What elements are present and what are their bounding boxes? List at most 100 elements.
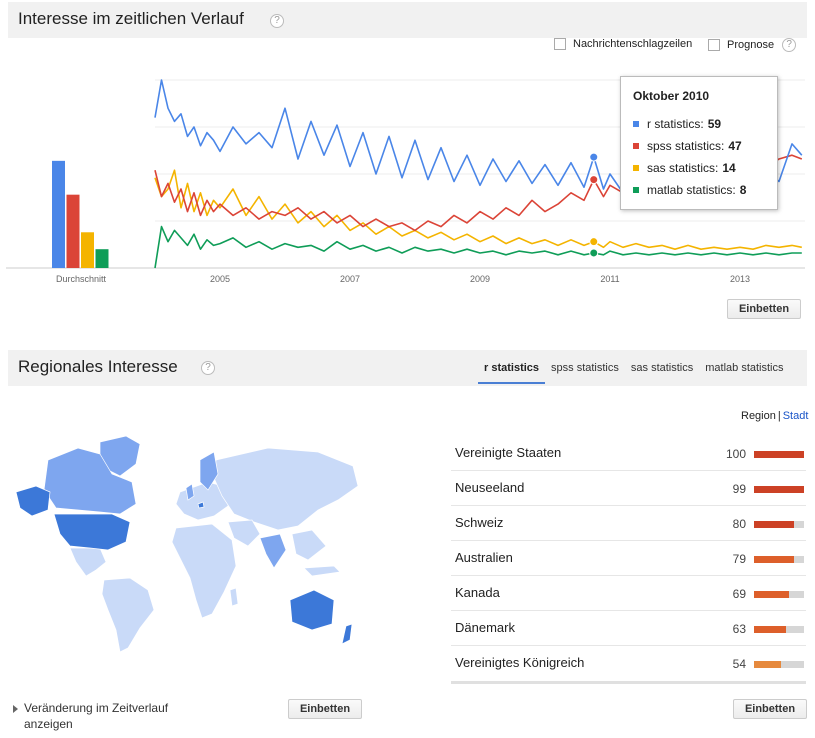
ranking-row[interactable]: Neuseeland 99 — [451, 471, 806, 506]
ranking-value: 54 — [732, 657, 746, 671]
tooltip-series-value: 14 — [722, 161, 736, 175]
hover-markers — [589, 152, 599, 258]
tooltip-series-name: matlab statistics — [647, 183, 733, 197]
embed-map-button[interactable]: Einbetten — [288, 699, 362, 719]
forecast-help-icon[interactable]: ? — [782, 38, 797, 52]
forecast-checkbox-row[interactable]: Prognose ? — [708, 38, 797, 52]
average-bars — [52, 160, 109, 268]
embed-list-button[interactable]: Einbetten — [733, 699, 807, 719]
ranking-bar-fill — [754, 451, 804, 458]
change-over-time-link[interactable]: Veränderung im Zeitverlauf anzeigen — [24, 701, 169, 731]
hover-point-marker — [589, 248, 599, 258]
ranking-country-name: Vereinigtes Königreich — [455, 655, 585, 670]
ranking-country-name: Schweiz — [455, 515, 504, 530]
city-toggle-link[interactable]: Stadt — [782, 410, 809, 422]
ranking-country-name: Australien — [455, 550, 513, 565]
forecast-label: Prognose — [727, 39, 775, 51]
ranking-value: 63 — [732, 622, 746, 636]
help-icon[interactable]: ? — [201, 361, 215, 375]
tooltip-series-value: 8 — [739, 183, 747, 197]
ranking-bar-track — [754, 521, 804, 528]
time-section-title: Interesse im zeitlichen Verlauf — [18, 9, 244, 28]
series-swatch-icon — [633, 165, 639, 171]
ranking-value: 100 — [725, 447, 746, 461]
forecast-checkbox[interactable] — [708, 39, 720, 51]
ranking-country-name: Neuseeland — [455, 480, 525, 495]
ranking-bar-fill — [754, 486, 804, 493]
ranking-bar-fill — [754, 626, 786, 633]
ranking-value: 80 — [732, 517, 746, 531]
ranking-row[interactable]: Vereinigtes Königreich 54 — [451, 646, 806, 684]
map-region-light-icon — [69, 435, 359, 653]
ranking-bar-track — [754, 661, 804, 668]
tooltip-series-value: 59 — [707, 117, 722, 131]
news-headlines-label: Nachrichtenschlagzeilen — [573, 38, 693, 50]
hover-point-marker — [589, 175, 599, 185]
average-bar — [81, 232, 94, 268]
series-swatch-icon — [633, 143, 639, 149]
average-bar — [66, 194, 80, 268]
news-headlines-checkbox-row[interactable]: Nachrichtenschlagzeilen — [554, 38, 692, 50]
x-tick-label: 2011 — [600, 274, 619, 284]
term-tabs: r statistics spss statistics sas statist… — [478, 354, 790, 384]
ranking-bar-fill — [754, 591, 789, 598]
ranking-bar-track — [754, 626, 804, 633]
world-map[interactable] — [8, 430, 368, 660]
tooltip-row: sas statistics:14 — [633, 161, 736, 175]
ranking-row[interactable]: Schweiz 80 — [451, 506, 806, 541]
region-section-header: Regionales Interesse ? — [8, 350, 807, 386]
ranking-row[interactable]: Australien 79 — [451, 541, 806, 576]
series-line — [154, 225, 802, 269]
ranking-value: 79 — [732, 552, 746, 566]
average-label: Durchschnitt — [56, 274, 107, 284]
ranking-value: 69 — [732, 587, 746, 601]
ranking-country-name: Vereinigte Staaten — [455, 445, 562, 460]
ranking-country-name: Kanada — [455, 585, 500, 600]
tooltip-series-name: sas statistics — [647, 161, 716, 175]
chart-tooltip: Oktober 2010 r statistics:59 spss statis… — [620, 76, 778, 210]
ranking-row[interactable]: Kanada 69 — [451, 576, 806, 611]
series-swatch-icon — [633, 187, 639, 193]
ranking-bar-track — [754, 451, 804, 458]
ranking-bar-fill — [754, 556, 794, 563]
ranking-bar-track — [754, 591, 804, 598]
x-tick-label: 2005 — [210, 274, 230, 284]
x-axis-ticks: 2005 2007 2009 2011 2013 — [210, 274, 750, 284]
tab-r-statistics[interactable]: r statistics — [478, 354, 546, 384]
tooltip-row: r statistics:59 — [633, 117, 721, 131]
time-section-header: Interesse im zeitlichen Verlauf ? — [8, 2, 807, 38]
expand-triangle-icon[interactable] — [13, 705, 18, 713]
tooltip-series-value: 47 — [728, 139, 742, 153]
tab-matlab-statistics[interactable]: matlab statistics — [705, 362, 784, 374]
map-region-dark-icon — [15, 485, 353, 645]
hover-point-marker — [589, 152, 599, 162]
tooltip-series-name: r statistics — [647, 117, 701, 131]
tooltip-row: spss statistics:47 — [633, 139, 742, 153]
tooltip-series-name: spss statistics — [647, 139, 722, 153]
x-tick-label: 2009 — [470, 274, 490, 284]
ranking-bar-fill — [754, 521, 794, 528]
region-toggle-option[interactable]: Region — [741, 410, 776, 422]
series-swatch-icon — [633, 121, 639, 127]
average-bar — [95, 249, 109, 268]
tab-sas-statistics[interactable]: sas statistics — [630, 362, 694, 374]
ranking-bar-track — [754, 556, 804, 563]
ranking-row[interactable]: Vereinigte Staaten 100 — [451, 436, 806, 471]
tooltip-title: Oktober 2010 — [633, 89, 710, 103]
ranking-bar-fill — [754, 661, 781, 668]
help-icon[interactable]: ? — [270, 14, 284, 28]
tab-spss-statistics[interactable]: spss statistics — [551, 362, 619, 374]
average-bar — [52, 160, 65, 268]
tooltip-row: matlab statistics:8 — [633, 183, 746, 197]
series-line — [154, 169, 802, 250]
news-headlines-checkbox[interactable] — [554, 38, 566, 50]
x-tick-label: 2007 — [340, 274, 360, 284]
map-region-medium-icon — [43, 447, 287, 569]
embed-chart-button[interactable]: Einbetten — [727, 299, 801, 319]
ranking-row[interactable]: Dänemark 63 — [451, 611, 806, 646]
ranking-country-name: Dänemark — [455, 620, 515, 635]
ranking-value: 99 — [732, 482, 746, 496]
x-tick-label: 2013 — [730, 274, 750, 284]
region-section-title: Regionales Interesse — [18, 357, 178, 376]
hover-point-marker — [589, 237, 599, 247]
